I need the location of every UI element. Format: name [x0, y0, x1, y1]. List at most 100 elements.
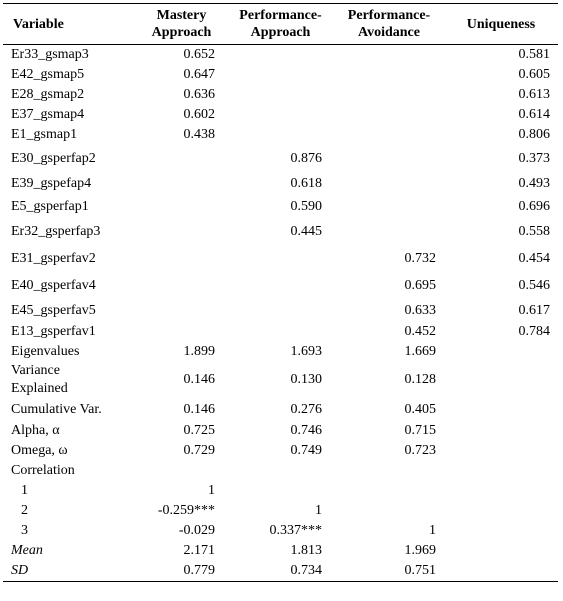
correlation-row-label: 2 — [21, 503, 28, 518]
perf-avoidance-loading: 0.633 — [404, 302, 437, 318]
perf-approach-value: 1.813 — [290, 543, 323, 558]
mastery-loading — [136, 299, 227, 322]
header-uniqueness: Uniqueness — [444, 3, 558, 45]
table-row: E5_gsperfap1 0.590 0.696 — [3, 195, 558, 218]
uniqueness-value: 0.373 — [518, 150, 551, 166]
uniqueness-value: 0.617 — [518, 302, 551, 318]
perf-avoidance-value: 0.715 — [404, 423, 437, 438]
perf-avoidance-value: 0.128 — [404, 372, 437, 387]
variable-name: E28_gsmap2 — [11, 87, 85, 102]
variance-label-line1: Variance — [11, 363, 60, 378]
empty-cell — [444, 561, 558, 582]
perf-approach-value: 0.276 — [290, 401, 323, 417]
header-perf-avoidance-line1: Performance- — [347, 8, 431, 23]
perf-avoidance-loading — [334, 45, 444, 66]
perf-approach-loading — [227, 272, 334, 299]
mastery-value: 0.729 — [183, 443, 216, 458]
empty-cell — [444, 441, 558, 461]
mastery-loading: 0.602 — [183, 107, 216, 122]
variable-name: E31_gsperfav2 — [11, 250, 96, 266]
empty-cell — [227, 461, 334, 481]
table-row: E45_gsperfav5 0.633 0.617 — [3, 299, 558, 322]
perf-avoidance-loading — [334, 105, 444, 125]
header-variable: Variable — [3, 3, 136, 45]
table-row: E30_gsperfap2 0.876 0.373 — [3, 145, 558, 172]
cumulative-variance-row: Cumulative Var. 0.146 0.276 0.405 — [3, 398, 558, 421]
variable-name: E1_gsmap1 — [11, 127, 78, 142]
perf-avoidance-loading: 0.732 — [404, 250, 437, 266]
perf-avoidance-value — [334, 481, 444, 501]
uniqueness-value: 0.454 — [518, 250, 551, 266]
mastery-value: 0.146 — [183, 372, 216, 387]
variable-name: Er33_gsmap3 — [11, 47, 89, 62]
table-row: E37_gsmap4 0.602 0.614 — [3, 105, 558, 125]
perf-approach-value: 1 — [315, 503, 322, 518]
mastery-value: -0.029 — [178, 523, 215, 538]
empty-cell — [444, 362, 558, 398]
perf-approach-loading — [227, 105, 334, 125]
perf-approach-value: 0.337*** — [269, 523, 323, 538]
empty-cell — [444, 481, 558, 501]
correlation-row: 2 -0.259*** 1 — [3, 501, 558, 521]
empty-cell — [444, 461, 558, 481]
variable-name: E30_gsperfap2 — [11, 150, 96, 166]
empty-cell — [444, 398, 558, 421]
omega-row: Omega, ω 0.729 0.749 0.723 — [3, 441, 558, 461]
correlation-row-label: 1 — [21, 483, 28, 498]
perf-avoidance-loading: 0.695 — [404, 277, 437, 293]
mastery-loading — [136, 322, 227, 342]
perf-avoidance-value: 1.969 — [404, 543, 437, 558]
perf-avoidance-value: 0.723 — [404, 443, 437, 458]
table-row: E39_gspefap4 0.618 0.493 — [3, 172, 558, 195]
table-row: E42_gsmap5 0.647 0.605 — [3, 65, 558, 85]
perf-approach-value: 0.746 — [290, 423, 323, 438]
perf-approach-value: 0.734 — [227, 561, 334, 582]
correlation-label: Correlation — [11, 463, 75, 478]
correlation-header-row: Correlation — [3, 461, 558, 481]
row-label: SD — [3, 561, 136, 582]
perf-avoidance-loading — [334, 145, 444, 172]
uniqueness-value: 0.493 — [518, 175, 551, 191]
table-row: E1_gsmap1 0.438 0.806 — [3, 125, 558, 145]
mastery-loading: 0.652 — [183, 47, 216, 62]
correlation-row-label: 3 — [21, 523, 28, 538]
correlation-row: 3 -0.029 0.337*** 1 — [3, 521, 558, 541]
variable-name: E45_gsperfav5 — [11, 302, 96, 318]
perf-approach-loading: 0.618 — [290, 175, 323, 191]
header-perf-approach-line1: Performance- — [239, 8, 322, 23]
header-perf-avoidance-line2: Avoidance — [358, 25, 420, 40]
mastery-value: 1 — [208, 483, 215, 498]
table-row: E31_gsperfav2 0.732 0.454 — [3, 245, 558, 272]
uniqueness-value: 0.546 — [518, 277, 551, 293]
perf-approach-value — [227, 481, 334, 501]
perf-avoidance-value: 0.751 — [334, 561, 444, 582]
empty-cell — [444, 342, 558, 362]
variable-name: E37_gsmap4 — [11, 107, 85, 122]
uniqueness-value: 0.806 — [518, 127, 551, 142]
perf-approach-value: 0.130 — [290, 372, 323, 387]
perf-approach-loading: 0.445 — [290, 223, 323, 239]
variable-name: E5_gsperfap1 — [11, 198, 89, 214]
mastery-value: 0.779 — [136, 561, 227, 582]
empty-cell — [444, 541, 558, 561]
mastery-loading: 0.636 — [183, 87, 216, 102]
mastery-loading: 0.647 — [183, 67, 216, 82]
empty-cell — [334, 461, 444, 481]
table-row: Er33_gsmap3 0.652 0.581 — [3, 45, 558, 66]
variance-explained-row: Variance Explained 0.146 0.130 0.128 — [3, 362, 558, 398]
empty-cell — [444, 521, 558, 541]
uniqueness-value: 0.784 — [518, 324, 551, 339]
factor-loadings-table: Variable Mastery Approach Performance- A… — [3, 3, 558, 582]
perf-avoidance-value: 1.669 — [404, 344, 437, 359]
mastery-loading — [136, 272, 227, 299]
row-label: Omega, ω — [11, 443, 68, 458]
empty-cell — [136, 461, 227, 481]
perf-approach-loading — [227, 125, 334, 145]
correlation-row: 1 1 — [3, 481, 558, 501]
perf-avoidance-value: 0.405 — [404, 401, 437, 417]
perf-approach-value: 1.693 — [290, 344, 323, 359]
table-row: E13_gsperfav1 0.452 0.784 — [3, 322, 558, 342]
variable-name: Er32_gsperfap3 — [11, 223, 101, 239]
mastery-loading — [136, 245, 227, 272]
perf-approach-loading: 0.590 — [290, 198, 323, 214]
